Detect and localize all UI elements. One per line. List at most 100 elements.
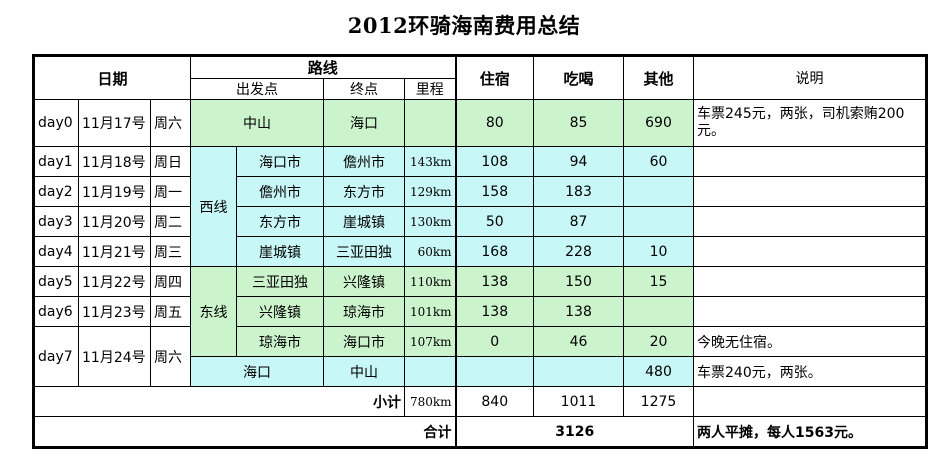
food-cell: 138 (533, 296, 624, 327)
header-distance: 里程 (404, 78, 456, 100)
lodging-cell: 168 (454, 236, 534, 267)
date-cell: 11月21号 (78, 236, 151, 267)
start-cell: 中山 (190, 99, 324, 147)
header-notes: 说明 (693, 56, 926, 100)
weekday-cell: 周日 (150, 146, 191, 177)
food-cell: 94 (533, 146, 624, 177)
subtotal-lodging: 840 (454, 386, 534, 417)
table-row: day3 11月20号 周二 东方市 崖城镇 130km 50 87 (34, 206, 926, 237)
lodging-cell: 108 (454, 146, 534, 177)
note-cell: 今晚无住宿。 (693, 326, 926, 357)
lodging-cell: 158 (454, 176, 534, 207)
day-cell: day2 (34, 176, 79, 207)
start-cell: 兴隆镇 (236, 296, 324, 327)
distance-cell: 130km (404, 206, 456, 237)
header-start: 出发点 (190, 78, 324, 100)
end-cell: 三亚田独 (323, 236, 405, 267)
end-cell: 兴隆镇 (323, 266, 405, 297)
other-cell: 15 (623, 266, 694, 297)
total-label: 合计 (34, 416, 456, 447)
header-route: 路线 (190, 56, 456, 79)
subtotal-other: 1275 (623, 386, 694, 417)
note-cell (693, 206, 926, 237)
end-cell: 海口 (323, 99, 405, 147)
day-cell: day0 (34, 99, 79, 147)
distance-cell (404, 99, 456, 147)
weekday-cell: 周五 (150, 296, 191, 327)
distance-cell: 129km (404, 176, 456, 207)
other-cell: 480 (623, 356, 694, 387)
day-cell: day4 (34, 236, 79, 267)
note-cell (693, 146, 926, 177)
note-cell (693, 266, 926, 297)
end-cell: 琼海市 (323, 296, 405, 327)
header-food: 吃喝 (533, 56, 624, 100)
start-cell: 海口市 (236, 146, 324, 177)
table-row: day5 11月22号 周四 东线 三亚田独 兴隆镇 110km 138 150… (34, 266, 926, 357)
subtotal-distance: 780km (404, 386, 456, 417)
note-cell (693, 176, 926, 207)
start-cell: 崖城镇 (236, 236, 324, 267)
header-end: 终点 (323, 78, 405, 100)
distance-cell: 143km (404, 146, 456, 177)
total-note: 两人平摊，每人1563元。 (693, 416, 926, 447)
date-cell: 11月24号 (78, 326, 151, 387)
note-cell (693, 236, 926, 267)
date-cell: 11月17号 (78, 99, 151, 147)
start-cell: 海口 (190, 356, 324, 387)
weekday-cell: 周三 (150, 236, 191, 267)
food-cell: 183 (533, 176, 624, 207)
table-row: day1 11月18号 周日 西线 海口市 儋州市 143km 108 94 6… (34, 146, 926, 267)
subtotal-note (693, 386, 926, 417)
distance-cell: 107km (404, 326, 456, 357)
start-cell: 儋州市 (236, 176, 324, 207)
subtotal-row: 小计 780km 840 1011 1275 (34, 386, 926, 417)
start-cell: 东方市 (236, 206, 324, 237)
distance-cell: 60km (404, 236, 456, 267)
header-lodging: 住宿 (454, 56, 534, 100)
food-cell: 150 (533, 266, 624, 297)
other-cell (623, 206, 694, 237)
weekday-cell: 周六 (150, 326, 191, 387)
note-cell: 车票240元，两张。 (693, 356, 926, 387)
start-cell: 琼海市 (236, 326, 324, 357)
table-row: day4 11月21号 周三 崖城镇 三亚田独 60km 168 228 10 (34, 236, 926, 267)
other-cell (623, 296, 694, 327)
table-row: day7 11月24号 周六 琼海市 海口市 107km 0 46 20 今晚无… (34, 326, 926, 387)
date-cell: 11月19号 (78, 176, 151, 207)
other-cell: 690 (623, 99, 694, 147)
end-cell: 中山 (323, 356, 405, 387)
day-cell: day7 (34, 326, 79, 387)
weekday-cell: 周六 (150, 99, 191, 147)
group-west: 西线 (190, 146, 237, 267)
table-row: day6 11月23号 周五 兴隆镇 琼海市 101km 138 138 (34, 296, 926, 327)
note-cell: 车票245元，两张，司机索贿200元。 (693, 99, 926, 147)
header-date: 日期 (34, 56, 191, 100)
food-cell: 46 (533, 326, 624, 357)
food-cell: 228 (533, 236, 624, 267)
date-cell: 11月23号 (78, 296, 151, 327)
lodging-cell (454, 356, 534, 387)
weekday-cell: 周二 (150, 206, 191, 237)
header-other: 其他 (623, 56, 694, 100)
subtotal-label: 小计 (34, 386, 405, 417)
day-cell: day5 (34, 266, 79, 297)
date-cell: 11月18号 (78, 146, 151, 177)
table-row: day0 11月17号 周六 中山 海口 80 85 690 车票245元，两张… (34, 99, 926, 147)
table-row: day2 11月19号 周一 儋州市 东方市 129km 158 183 (34, 176, 926, 207)
day-cell: day6 (34, 296, 79, 327)
distance-cell (404, 356, 456, 387)
lodging-cell: 50 (454, 206, 534, 237)
day-cell: day3 (34, 206, 79, 237)
lodging-cell: 138 (454, 266, 534, 297)
group-east: 东线 (190, 266, 237, 357)
end-cell: 东方市 (323, 176, 405, 207)
food-cell: 87 (533, 206, 624, 237)
food-cell: 85 (533, 99, 624, 147)
date-cell: 11月22号 (78, 266, 151, 297)
distance-cell: 101km (404, 296, 456, 327)
subtotal-food: 1011 (533, 386, 624, 417)
lodging-cell: 0 (454, 326, 534, 357)
other-cell: 10 (623, 236, 694, 267)
